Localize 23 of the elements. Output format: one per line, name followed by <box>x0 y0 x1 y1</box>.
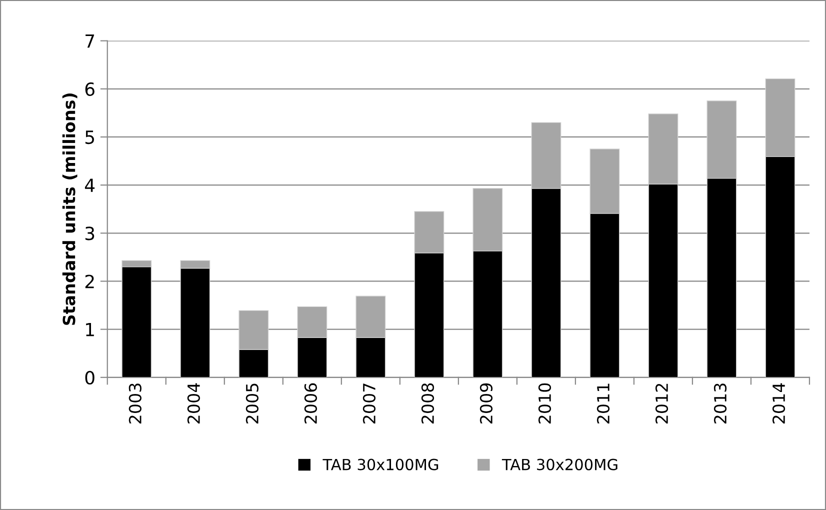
y-tick-label: 4 <box>84 178 95 192</box>
legend-label: TAB 30x100MG <box>322 458 438 470</box>
y-tick-label: 0 <box>85 370 94 385</box>
x-tick-label: 2012 <box>655 384 668 424</box>
legend-label: TAB 30x200MG <box>502 458 618 470</box>
x-tick-label: 2008 <box>421 383 434 424</box>
x-tick-label: 2006 <box>304 383 317 424</box>
x-tick-label: 2010 <box>538 383 552 424</box>
x-tick-label: 2007 <box>362 384 376 424</box>
y-tick-label: 3 <box>85 226 94 240</box>
x-tick-label: 2013 <box>714 384 727 424</box>
y-tick-label: 5 <box>85 130 94 144</box>
x-tick-label: 2011 <box>596 384 610 424</box>
x-tick-label: 2005 <box>246 384 258 424</box>
x-tick-label: 2003 <box>128 384 142 424</box>
y-tick-label: 7 <box>86 34 94 48</box>
y-tick-label: 1 <box>86 323 94 336</box>
y-tick-label: 6 <box>85 82 94 96</box>
x-tick-label: 2014 <box>772 383 786 424</box>
y-tick-label: 2 <box>85 274 94 288</box>
y-axis-title: Standard units (millions) <box>62 94 78 325</box>
x-tick-label: 2009 <box>480 383 493 424</box>
x-tick-label: 2004 <box>187 383 200 424</box>
